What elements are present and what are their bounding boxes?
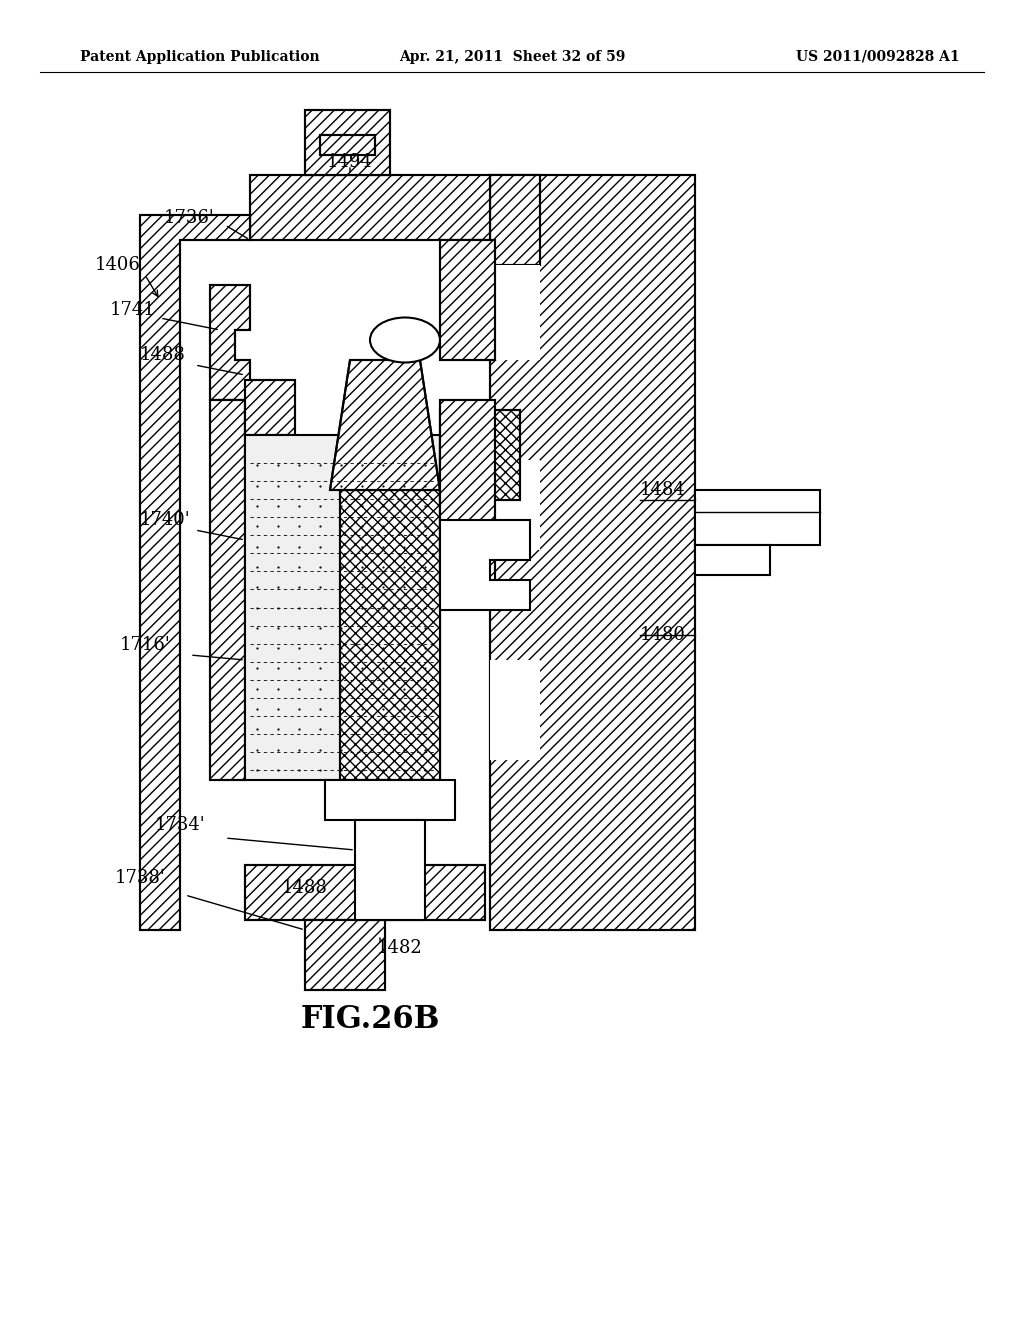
Bar [245, 380, 295, 436]
Text: 1716': 1716' [120, 636, 171, 653]
Bar [490, 176, 695, 931]
Text: 1482: 1482 [377, 939, 423, 957]
Bar [305, 920, 385, 990]
Text: Patent Application Publication: Patent Application Publication [80, 50, 319, 63]
Text: 1488: 1488 [140, 346, 186, 364]
Text: 1736': 1736' [164, 209, 215, 227]
Text: 1480: 1480 [640, 626, 686, 644]
Text: US 2011/0092828 A1: US 2011/0092828 A1 [797, 50, 961, 63]
Bar [340, 490, 440, 780]
Bar [490, 176, 540, 265]
Bar [325, 780, 455, 820]
Bar [490, 176, 540, 265]
Bar [245, 380, 295, 436]
Text: FIG.26B: FIG.26B [300, 1005, 439, 1035]
Text: 1734': 1734' [155, 816, 206, 834]
Bar [440, 411, 520, 500]
Bar [490, 660, 540, 760]
Bar [305, 110, 390, 176]
Bar [340, 490, 440, 780]
Bar [355, 820, 425, 920]
Bar [440, 411, 520, 500]
Bar [245, 865, 485, 920]
Bar [440, 400, 495, 601]
Ellipse shape [370, 318, 440, 363]
Bar [210, 400, 245, 780]
Text: 1406: 1406 [95, 256, 141, 275]
Bar [245, 436, 440, 780]
Bar [250, 176, 490, 240]
Bar [319, 135, 375, 154]
Text: 1488: 1488 [282, 879, 328, 898]
Text: 1738': 1738' [115, 869, 166, 887]
Polygon shape [695, 490, 820, 545]
Bar [440, 240, 495, 360]
Bar [250, 176, 490, 240]
Bar [490, 459, 540, 550]
Bar [305, 920, 385, 990]
Polygon shape [140, 215, 250, 931]
Bar [490, 265, 540, 360]
Polygon shape [330, 360, 440, 490]
Bar [490, 176, 695, 931]
Text: Apr. 21, 2011  Sheet 32 of 59: Apr. 21, 2011 Sheet 32 of 59 [398, 50, 626, 63]
Bar [210, 400, 245, 780]
Polygon shape [695, 545, 770, 576]
Polygon shape [440, 520, 530, 610]
Text: 1740': 1740' [140, 511, 190, 529]
Bar [305, 110, 390, 176]
Text: 1741: 1741 [110, 301, 156, 319]
Bar [319, 135, 375, 154]
Bar [440, 400, 495, 601]
Text: 1484: 1484 [640, 480, 686, 499]
Bar [440, 240, 495, 360]
Bar [245, 865, 485, 920]
Text: 1494: 1494 [327, 153, 373, 172]
Polygon shape [210, 285, 250, 400]
